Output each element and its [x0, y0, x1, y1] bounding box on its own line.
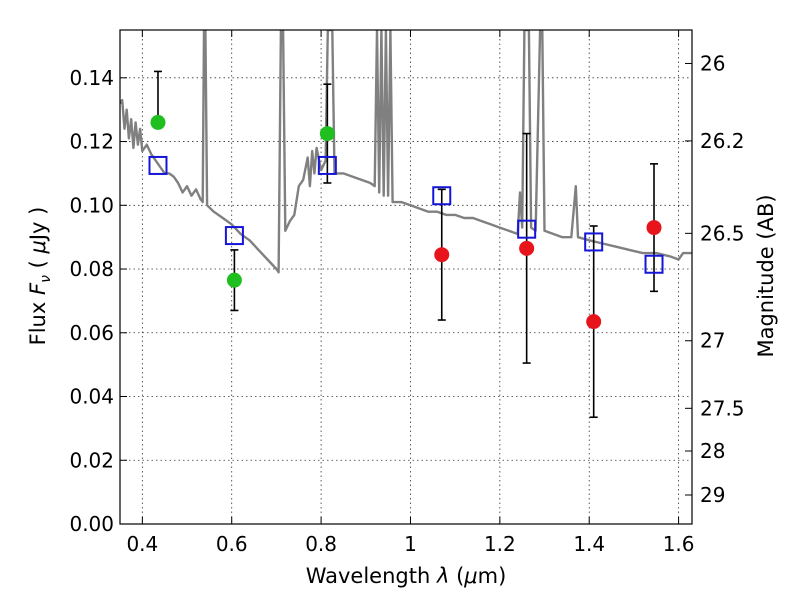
model-point-square: [224, 226, 244, 246]
y-tick-label: 0.08: [69, 257, 114, 281]
data-point-circle: [646, 220, 662, 236]
y-tick-label: 0.06: [69, 321, 114, 345]
y-tick-label: 0.12: [69, 130, 114, 154]
data-point-circle: [586, 314, 602, 330]
y2-tick-label: 26.5: [700, 221, 745, 245]
y2-tick-label: 27: [700, 329, 725, 353]
y-tick-label: 0.00: [69, 512, 114, 536]
model-spectrum-layer: [120, 30, 692, 274]
data-point-circle: [519, 240, 535, 256]
y2-tick-label: 27.5: [700, 396, 745, 420]
x-tick-label: 0.8: [305, 532, 337, 556]
y2-tick-label: 29: [700, 483, 725, 507]
x-tick-label: 1.6: [663, 532, 695, 556]
data-point-circle: [434, 247, 450, 263]
model-point-square: [148, 155, 168, 175]
axis-ticks: 0.4 0.6 0.8 1 1.2 1.4 1.6 0.00 0.02 0.04 0.06 0.08 0…: [69, 30, 745, 556]
x-axis-label: Wavelength λ (μm): [306, 564, 507, 588]
y-tick-label: 0.02: [69, 448, 114, 472]
y-tick-label: 0.04: [69, 385, 114, 409]
x-tick-label: 1.4: [573, 532, 605, 556]
x-tick-label: 1.2: [484, 532, 516, 556]
data-point-circle: [226, 272, 242, 288]
y2-axis-label: Magnitude (AB): [754, 194, 778, 357]
model-point-square: [517, 219, 537, 239]
x-tick-label: 1: [404, 532, 417, 556]
model-point-square: [317, 155, 337, 175]
plot-frame: [119, 29, 693, 525]
y-tick-label: 0.14: [69, 66, 114, 90]
model-point-square: [584, 232, 604, 252]
y-axis-label: Flux Fν ( μJy ): [26, 207, 54, 346]
data-point-circle: [319, 126, 335, 142]
y2-tick-label: 26: [700, 51, 725, 75]
y-tick-label: 0.10: [69, 193, 114, 217]
model-spectrum-line: [120, 30, 692, 274]
data-point-circle: [150, 114, 166, 130]
y2-tick-label: 26.2: [700, 129, 745, 153]
model-point-square: [644, 254, 664, 274]
y2-tick-label: 28: [700, 439, 725, 463]
model-point-square: [432, 186, 452, 206]
x-tick-label: 0.4: [126, 532, 158, 556]
data-markers: [148, 114, 664, 330]
x-tick-label: 0.6: [216, 532, 248, 556]
